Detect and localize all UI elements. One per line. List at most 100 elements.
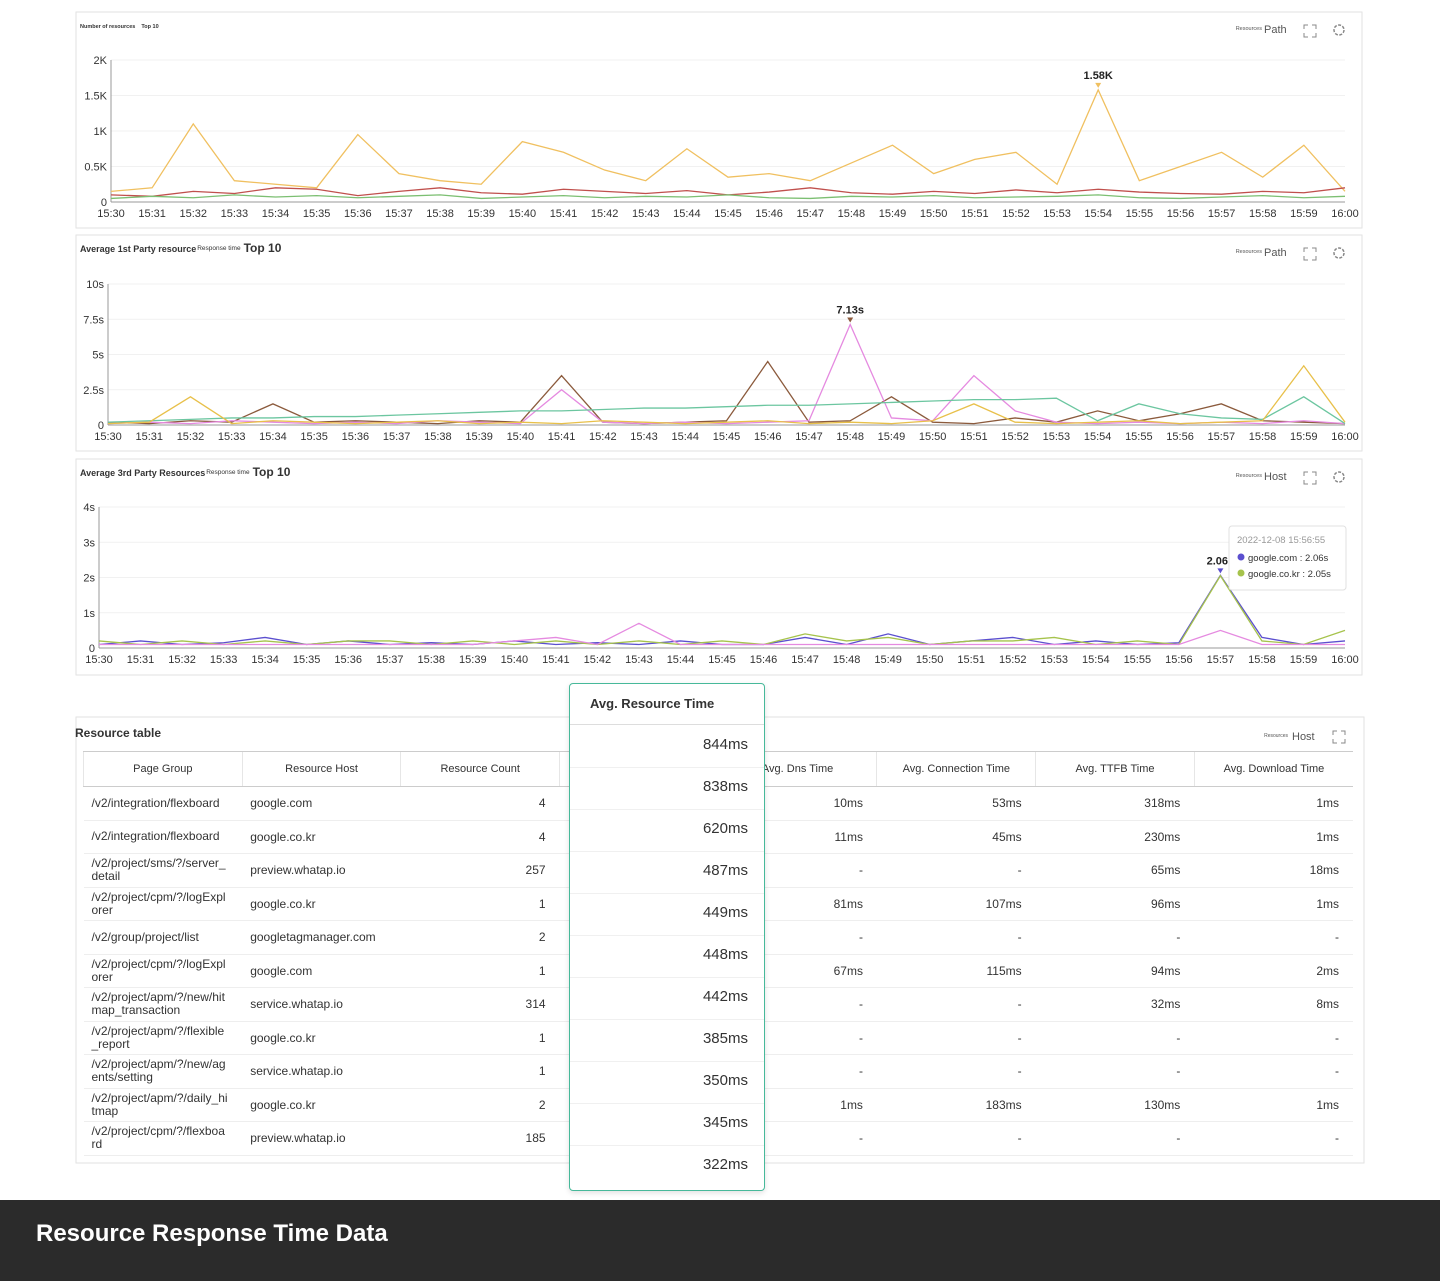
series-line [110,194,1346,200]
top-label: Top 10 [244,241,282,255]
column-header: Resource Count [400,751,560,787]
cell: 115ms [876,954,1036,988]
x-tick-label: 15:50 [920,208,948,220]
cell: - [1194,1021,1353,1055]
expand-icon[interactable] [1303,24,1317,38]
x-tick-label: 15:54 [1084,431,1112,443]
x-tick-label: 15:35 [293,654,321,666]
expand-icon[interactable] [1332,730,1346,744]
x-tick-label: 15:55 [1125,431,1153,443]
y-tick-label: 5s [92,350,104,362]
group-label: Resources [1264,733,1288,739]
x-tick-label: 15:56 [1165,654,1193,666]
x-tick-label: 15:50 [916,654,944,666]
group-value[interactable]: Path [1264,247,1287,259]
caption: Resource Response Time Data [36,1220,388,1247]
x-tick-label: 15:33 [221,208,249,220]
x-tick-label: 15:38 [426,208,454,220]
cell: google.com [242,786,401,821]
x-tick-label: 15:35 [300,431,328,443]
cell: 107ms [876,887,1036,921]
column-header: Resource Host [241,751,401,787]
cell: google.co.kr [242,820,401,854]
x-tick-label: 15:49 [878,431,906,443]
group-value[interactable]: Host [1264,471,1287,483]
x-tick-label: 15:34 [251,654,279,666]
popup-value: 345ms [702,1114,748,1131]
cell: 185 [400,1121,560,1156]
y-tick-label: 10s [86,279,104,291]
x-tick-label: 15:46 [755,208,783,220]
settings-icon[interactable] [1333,471,1345,483]
x-tick-label: 15:34 [259,431,287,443]
column-header: Page Group [83,751,243,787]
cell: 318ms [1035,786,1195,821]
top-label: Top 10 [141,24,158,30]
x-tick-label: 15:51 [957,654,985,666]
cell: 230ms [1035,820,1195,854]
x-tick-label: 15:51 [961,208,989,220]
y-tick-label: 2s [83,573,95,585]
x-tick-label: 15:50 [919,431,947,443]
x-tick-label: 15:45 [708,654,736,666]
series-line [107,364,1346,425]
x-tick-label: 15:38 [418,654,446,666]
cell: 1ms [1194,887,1353,921]
y-tick-label: 0 [89,643,95,655]
cell: 4 [400,786,560,821]
separator [570,1103,764,1104]
y-tick-label: 7.5s [83,314,104,326]
cell: google.co.kr [242,887,401,921]
x-tick-label: 15:41 [550,208,578,220]
cell: preview.whatap.io [242,853,401,888]
settings-icon[interactable] [1333,24,1345,36]
column-header: Avg. Connection Time [876,751,1036,787]
series-line [110,88,1346,192]
table-row: /v2/project/apm/?/new/hitmap_transaction… [83,987,1353,1022]
cell: google.com [242,954,401,988]
group-label: Resources [1236,249,1263,255]
tooltip-dot [1237,569,1245,577]
x-tick-label: 16:00 [1331,431,1359,443]
x-tick-label: 15:37 [376,654,404,666]
x-tick-label: 15:55 [1126,208,1154,220]
settings-icon[interactable] [1333,247,1345,259]
cell: 1ms [1194,1088,1353,1122]
tooltip-time: 2022-12-08 15:56:55 [1237,535,1325,546]
cell: google.co.kr [242,1021,401,1055]
x-tick-label: 15:48 [838,208,866,220]
x-tick-label: 15:58 [1249,431,1277,443]
cell: googletagmanager.com [242,920,401,955]
cell: 1 [400,1054,560,1089]
separator [570,809,764,810]
expand-icon[interactable] [1303,471,1317,485]
separator [570,767,764,768]
chart-title: Average 1st Party resourceResponse time T… [80,241,282,255]
x-tick-label: 15:48 [836,431,864,443]
expand-icon[interactable] [1303,247,1317,261]
y-tick-label: 1.5K [84,91,107,103]
y-tick-label: 4s [83,502,95,514]
annotation-label: 2.06s [1207,555,1235,567]
cell: 1 [400,954,560,988]
cell: 8ms [1194,987,1353,1022]
cell: 2ms [1194,954,1353,988]
cell: /v2/project/cpm/?/logExplorer [83,887,243,921]
x-tick-label: 15:33 [218,431,246,443]
x-tick-label: 15:44 [672,431,700,443]
group-value[interactable]: Host [1292,731,1315,743]
x-tick-label: 15:57 [1208,208,1236,220]
x-tick-label: 15:43 [625,654,653,666]
cell: - [876,987,1036,1022]
cell: /v2/integration/flexboard [83,820,243,854]
title: Average 3rd Party Resources [80,468,205,478]
x-tick-label: 15:43 [630,431,658,443]
x-tick-label: 15:30 [97,208,125,220]
y-tick-label: 1K [94,126,108,138]
cell: service.whatap.io [242,987,401,1022]
popup-value: 322ms [702,1156,748,1173]
group-value[interactable]: Path [1264,24,1287,36]
group-label: Resources [1236,26,1263,32]
x-tick-label: 15:59 [1290,208,1318,220]
x-tick-label: 15:44 [673,208,701,220]
